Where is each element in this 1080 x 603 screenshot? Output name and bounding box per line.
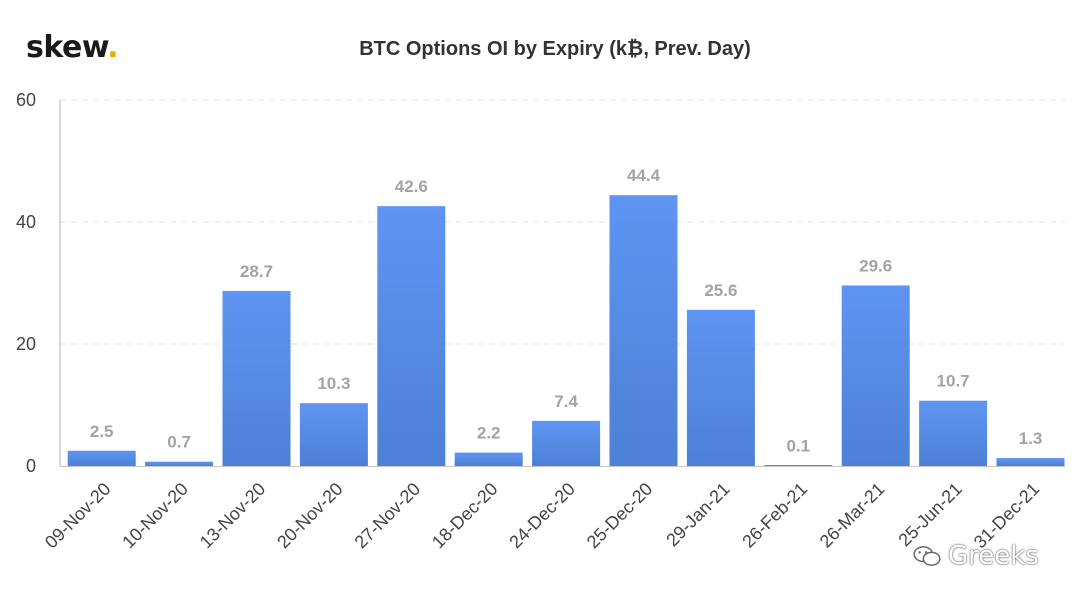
bar-value-label: 29.6 — [859, 256, 892, 275]
wechat-icon — [913, 546, 941, 566]
x-tick-label: 24-Dec-20 — [505, 479, 579, 553]
bar-value-label: 10.3 — [317, 374, 350, 393]
y-tick-label: 40 — [16, 212, 36, 232]
x-tick-label: 25-Jun-21 — [894, 479, 965, 550]
bar — [532, 420, 601, 466]
x-tick-label: 25-Dec-20 — [583, 479, 657, 553]
y-tick-label: 60 — [16, 90, 36, 110]
bar-value-label: 2.2 — [477, 424, 501, 443]
bar — [454, 452, 523, 466]
bar — [764, 465, 833, 466]
skew-logo: skew. — [26, 30, 119, 65]
x-tick-label: 18-Dec-20 — [428, 479, 502, 553]
bar-value-label: 2.5 — [90, 422, 114, 441]
bar-value-label: 25.6 — [704, 281, 737, 300]
chart-title: BTC Options OI by Expiry (k₿, Prev. Day) — [359, 38, 751, 60]
x-tick-label: 27-Nov-20 — [351, 479, 425, 553]
bar-value-label: 0.1 — [786, 436, 810, 455]
bar — [609, 195, 678, 466]
bar — [299, 403, 368, 466]
bar — [67, 450, 136, 466]
x-tick-label: 26-Feb-21 — [738, 479, 811, 552]
bar-value-label: 0.7 — [167, 433, 191, 452]
bar-value-label: 1.3 — [1019, 429, 1043, 448]
bar — [222, 290, 291, 466]
bar-value-label: 10.7 — [937, 372, 970, 391]
bar — [686, 309, 755, 466]
bar — [145, 461, 214, 466]
watermark-text: Greeks — [948, 541, 1039, 571]
bar — [841, 285, 910, 466]
bar-value-label: 28.7 — [240, 262, 273, 281]
x-tick-label: 09-Nov-20 — [41, 479, 115, 553]
y-tick-label: 20 — [16, 334, 36, 354]
bar — [377, 206, 446, 466]
bar-value-label: 42.6 — [395, 177, 428, 196]
x-tick-label: 29-Jan-21 — [662, 479, 733, 550]
bar — [919, 400, 988, 466]
x-tick-label: 13-Nov-20 — [196, 479, 270, 553]
x-tick-label: 10-Nov-20 — [118, 479, 192, 553]
bar-value-label: 44.4 — [627, 166, 661, 185]
x-tick-label: 20-Nov-20 — [273, 479, 347, 553]
y-tick-label: 0 — [26, 456, 36, 476]
x-tick-label: 26-Mar-21 — [816, 479, 889, 552]
watermark: Greeks — [912, 541, 1039, 571]
bar — [996, 458, 1065, 466]
bar-value-label: 7.4 — [554, 392, 578, 411]
